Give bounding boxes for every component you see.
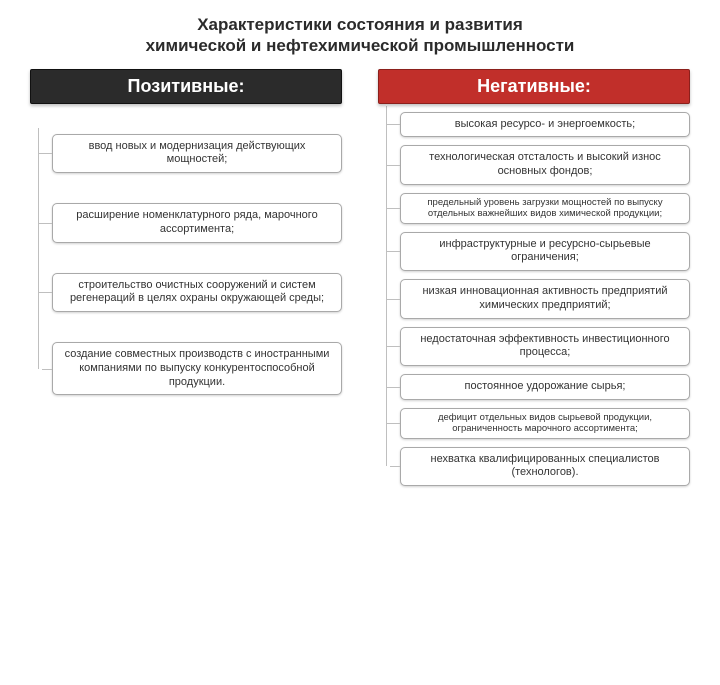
positive-item: ввод новых и модернизация действующих мо… <box>52 134 342 174</box>
negative-item: инфраструктурные и ресурсно-сырьевые огр… <box>400 232 690 272</box>
columns-wrapper: Позитивные: ввод новых и модернизация де… <box>30 69 690 495</box>
page-title: Характеристики состояния и развития хими… <box>30 14 690 57</box>
negative-item: предельный уровень загрузки мощностей по… <box>400 193 690 224</box>
positive-header: Позитивные: <box>30 69 342 104</box>
negative-tree: высокая ресурсо- и энергоемкость; технол… <box>378 112 690 487</box>
title-line-2: химической и нефтехимической промышленно… <box>146 36 575 55</box>
negative-item: низкая инновационная активность предприя… <box>400 279 690 319</box>
negative-column: Негативные: высокая ресурсо- и энергоемк… <box>378 69 690 495</box>
negative-item: недостаточная эффективность инвестиционн… <box>400 327 690 367</box>
positive-item: расширение номенклатурного ряда, марочно… <box>52 203 342 243</box>
negative-item: высокая ресурсо- и энергоемкость; <box>400 112 690 138</box>
negative-item: нехватка квалифицированных специалистов … <box>400 447 690 487</box>
positive-item: создание совместных производств с иностр… <box>52 342 342 395</box>
negative-item: постоянное удорожание сырья; <box>400 374 690 400</box>
negative-item: дефицит отдельных видов сырьевой продукц… <box>400 408 690 439</box>
positive-tree: ввод новых и модернизация действующих мо… <box>30 134 342 396</box>
title-line-1: Характеристики состояния и развития <box>197 15 523 34</box>
diagram-root: Характеристики состояния и развития хими… <box>0 0 720 540</box>
positive-item: строительство очистных сооружений и сист… <box>52 273 342 313</box>
negative-header: Негативные: <box>378 69 690 104</box>
positive-column: Позитивные: ввод новых и модернизация де… <box>30 69 342 495</box>
negative-item: технологическая отсталость и высокий изн… <box>400 145 690 185</box>
